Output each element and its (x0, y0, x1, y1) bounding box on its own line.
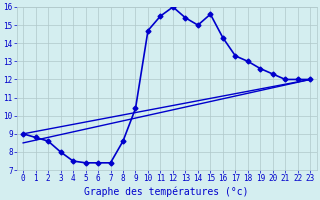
X-axis label: Graphe des températures (°c): Graphe des températures (°c) (84, 186, 249, 197)
